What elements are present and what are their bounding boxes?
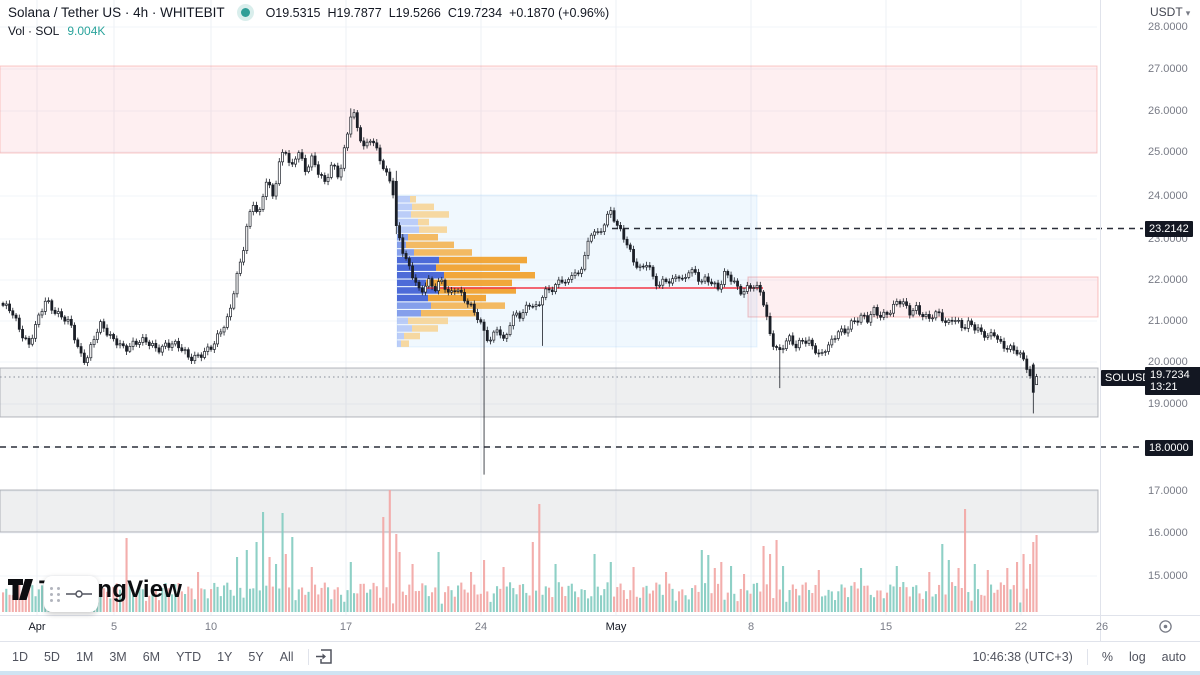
- grid-layer: [0, 0, 1097, 615]
- supply-zone-top: [0, 65, 1098, 154]
- range-button-5d[interactable]: 5D: [43, 649, 60, 664]
- bottom-toolbar: 1D 5D 1M 3M 6M YTD 1Y 5Y All 10:46:38 (UTC+3) % …: [0, 642, 1200, 671]
- volume-label: Vol · SOL: [8, 24, 60, 38]
- range-button-3m[interactable]: 3M: [109, 649, 127, 664]
- demand-zone-a: [0, 367, 1099, 418]
- price-tick: 25.0000: [1148, 146, 1188, 158]
- chevron-down-icon: ▾: [1185, 8, 1191, 18]
- drag-handle-icon[interactable]: [49, 586, 61, 602]
- tradingview-logo-icon: [8, 579, 33, 600]
- range-button-1y[interactable]: 1Y: [217, 649, 233, 664]
- price-axis-separator[interactable]: [1100, 0, 1101, 641]
- time-tick: 26: [1095, 621, 1109, 633]
- open-value: O19.5315: [265, 5, 321, 20]
- price-tick: 26.0000: [1148, 105, 1188, 117]
- price-tick: 28.0000: [1148, 21, 1188, 33]
- range-button-6m[interactable]: 6M: [142, 649, 161, 664]
- volume-profile-layer: [397, 196, 535, 347]
- ohlc-values: O19.5315 H19.7877 L19.5266 C19.7234 +0.1…: [266, 6, 610, 20]
- zones-layer: [0, 65, 1099, 533]
- price-tick: 24.0000: [1148, 190, 1188, 202]
- bar-countdown: 13:21: [1150, 381, 1178, 393]
- last-price-value: 19.7234: [1150, 369, 1190, 381]
- toolbar-divider: [307, 648, 309, 665]
- time-tick: May: [605, 621, 627, 633]
- last-price-label: 19.7234 13:21: [1145, 367, 1200, 395]
- time-tick: 8: [747, 621, 755, 633]
- auto-scale-toggle[interactable]: auto: [1161, 649, 1186, 664]
- time-axis-separator[interactable]: [0, 615, 1200, 616]
- supply-zone-right: [747, 276, 1099, 318]
- range-button-1m[interactable]: 1M: [75, 649, 94, 664]
- time-tick: 10: [204, 621, 218, 633]
- time-tick: 15: [879, 621, 893, 633]
- session-clock[interactable]: 10:46:38 (UTC+3): [972, 649, 1073, 664]
- market-status-icon[interactable]: [240, 8, 250, 17]
- time-tick: 5: [110, 621, 118, 633]
- toolbar-separator: [0, 641, 1200, 642]
- time-tick: 17: [339, 621, 353, 633]
- range-button-all[interactable]: All: [279, 649, 294, 664]
- time-tick: 24: [474, 621, 488, 633]
- candles-layer: [1, 108, 1038, 475]
- price-tick: 27.0000: [1148, 63, 1188, 75]
- resistance-price-label: 23.2142: [1145, 221, 1193, 237]
- range-button-ytd[interactable]: YTD: [176, 649, 202, 664]
- price-tick: 19.0000: [1148, 398, 1188, 410]
- volume-legend[interactable]: Vol · SOL 9.004K: [8, 24, 105, 38]
- date-range-buttons: 1D 5D 1M 3M 6M YTD 1Y 5Y All: [4, 647, 302, 667]
- floating-drawing-toolbar[interactable]: [44, 576, 98, 612]
- high-value: H19.7877: [327, 5, 382, 20]
- go-to-date-button[interactable]: [315, 648, 334, 665]
- symbol-legend[interactable]: Solana / Tether US · 4h · WHITEBIT O19.5…: [8, 5, 609, 20]
- levels-layer: [0, 227, 1143, 448]
- toolbar-divider: [1086, 648, 1088, 665]
- range-button-5y[interactable]: 5Y: [248, 649, 264, 664]
- price-tick: 15.0000: [1148, 570, 1188, 582]
- price-tick: 20.0000: [1148, 356, 1188, 368]
- low-value: L19.5266: [388, 5, 441, 20]
- go-to-date-icon: [315, 649, 332, 664]
- axis-settings-gear-icon[interactable]: [1158, 619, 1173, 639]
- price-tick: 22.0000: [1148, 274, 1188, 286]
- time-tick: Apr: [28, 621, 46, 633]
- price-tick: 21.0000: [1148, 315, 1188, 327]
- price-tick: 17.0000: [1148, 485, 1188, 497]
- change-value: +0.1870 (+0.96%): [509, 5, 610, 20]
- range-button-1d[interactable]: 1D: [12, 649, 28, 664]
- currency-selector[interactable]: USDT ▾: [1150, 5, 1190, 19]
- price-tick: 16.0000: [1148, 527, 1188, 539]
- symbol-title[interactable]: Solana / Tether US · 4h · WHITEBIT: [8, 5, 225, 20]
- volume-value: 9.004K: [67, 24, 106, 38]
- volume-profile-range: [396, 194, 758, 348]
- currency-label: USDT: [1150, 5, 1183, 19]
- trendline-tool-icon[interactable]: [66, 588, 93, 600]
- window-edge-strip: [0, 671, 1200, 675]
- demand-zone-b: [0, 489, 1099, 533]
- close-value: C19.7234: [447, 5, 503, 20]
- percent-scale-toggle[interactable]: %: [1101, 649, 1113, 664]
- support-price-label: 18.0000: [1145, 440, 1193, 456]
- log-scale-toggle[interactable]: log: [1128, 649, 1146, 664]
- time-tick: 22: [1014, 621, 1028, 633]
